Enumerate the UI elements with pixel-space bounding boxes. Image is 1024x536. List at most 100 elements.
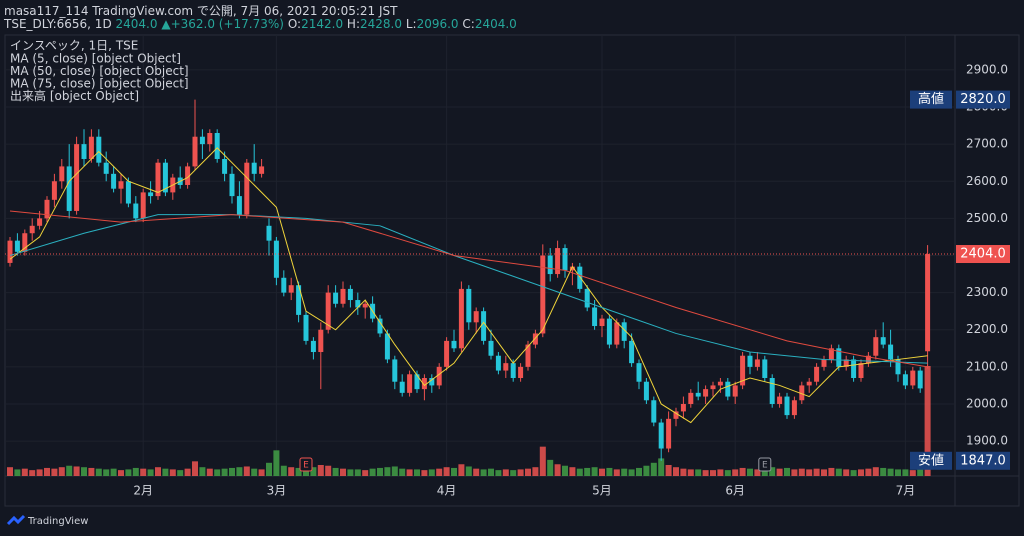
volume-bar <box>199 467 206 476</box>
volume-bar <box>850 470 857 476</box>
volume-bar <box>872 467 879 476</box>
candle-body <box>518 366 524 378</box>
volume-bar <box>310 467 317 476</box>
legend-entry: MA (50, close) [object Object] <box>10 64 189 78</box>
candle-body <box>621 322 627 341</box>
volume-bar <box>532 467 539 476</box>
candle-body <box>717 381 723 386</box>
h-label: H: <box>346 17 360 31</box>
event-label: E <box>303 461 309 471</box>
candle-body <box>214 133 220 159</box>
volume-bar <box>769 467 776 476</box>
candle-body <box>488 340 494 356</box>
volume-bar <box>14 469 21 476</box>
volume-bar <box>843 469 850 476</box>
y-tick-label: 1900.0 <box>966 434 1008 448</box>
brand: TradingView <box>27 516 88 527</box>
candle-body <box>59 166 65 182</box>
candle-body <box>407 374 413 393</box>
candle-body <box>229 173 235 197</box>
price-badge <box>956 90 1010 109</box>
volume-bar <box>895 469 901 476</box>
volume-bar <box>81 467 87 476</box>
candle-body <box>636 363 642 382</box>
candle-body <box>44 199 50 219</box>
candle-body <box>458 288 464 349</box>
volume-bar <box>303 466 309 476</box>
candle-body <box>532 333 538 345</box>
candle-body <box>725 381 731 397</box>
candle-body <box>444 340 450 367</box>
volume-bar <box>192 461 198 476</box>
volume-bar <box>421 470 428 476</box>
candle-body <box>370 303 376 319</box>
volume-bar <box>58 467 65 476</box>
price-label: 1847.0 <box>960 453 1006 468</box>
candle-body <box>133 203 139 219</box>
volume-bar <box>317 465 324 476</box>
event-badge <box>299 457 313 472</box>
candle-body <box>821 359 827 367</box>
volume-bar <box>858 469 864 476</box>
candle-body <box>614 322 620 345</box>
volume-bar <box>443 467 450 476</box>
volume-bar <box>569 467 576 476</box>
volume-bar <box>658 458 665 476</box>
volume-bar <box>288 467 295 476</box>
candle-body <box>310 340 316 353</box>
candle-body <box>29 225 35 234</box>
candle-body <box>377 318 383 334</box>
volume-bar <box>7 467 13 476</box>
candle-body <box>540 255 546 334</box>
candle-body <box>347 288 353 301</box>
candle-body <box>74 144 80 211</box>
volume-bar <box>295 467 302 476</box>
candle-body <box>673 411 679 419</box>
y-tick-label: 2800.0 <box>966 100 1008 114</box>
volume-bar <box>125 469 132 476</box>
volume-bar <box>51 468 58 476</box>
volume-bar <box>347 469 354 476</box>
candle-body <box>658 422 664 449</box>
candle-body <box>466 288 472 323</box>
change: +362.0 (+17.73%) <box>170 17 284 31</box>
volume-bar <box>732 469 739 476</box>
candle-body <box>177 177 183 185</box>
volume-bar <box>821 469 827 476</box>
candle-body <box>222 158 228 174</box>
candle-body <box>362 303 368 308</box>
volume-bar <box>369 468 376 476</box>
candle-body <box>185 166 191 185</box>
l-label: L: <box>405 17 417 31</box>
candle-body <box>865 355 871 364</box>
candle-body <box>895 359 901 375</box>
volume-bar <box>628 469 635 476</box>
volume-bar <box>236 467 243 476</box>
volume-bar <box>865 468 872 476</box>
price-name-badge <box>910 90 952 109</box>
candle-body <box>96 136 102 163</box>
volume-bar <box>599 468 605 476</box>
x-tick-label: 2月 <box>133 484 153 498</box>
volume-bar <box>206 468 213 476</box>
y-tick-label: 2200.0 <box>966 322 1008 336</box>
volume-bar <box>680 468 687 476</box>
price-label: 2404.0 <box>960 247 1006 262</box>
volume-bar <box>132 467 139 476</box>
candle-body <box>747 355 753 367</box>
price-name-badge <box>910 451 952 470</box>
candle-body <box>429 378 435 386</box>
candle-body <box>22 233 28 252</box>
candle-body <box>769 378 775 404</box>
volume-bar <box>591 467 598 476</box>
volume-bar <box>229 467 235 476</box>
volume-bar <box>354 469 361 476</box>
volume-bar <box>140 468 147 476</box>
high: 2428.0 <box>360 17 402 31</box>
x-tick-label: 3月 <box>267 484 287 498</box>
volume-bar <box>258 469 265 476</box>
candle-body <box>296 285 302 315</box>
volume-bar <box>66 465 73 476</box>
volume-bar <box>155 467 161 476</box>
